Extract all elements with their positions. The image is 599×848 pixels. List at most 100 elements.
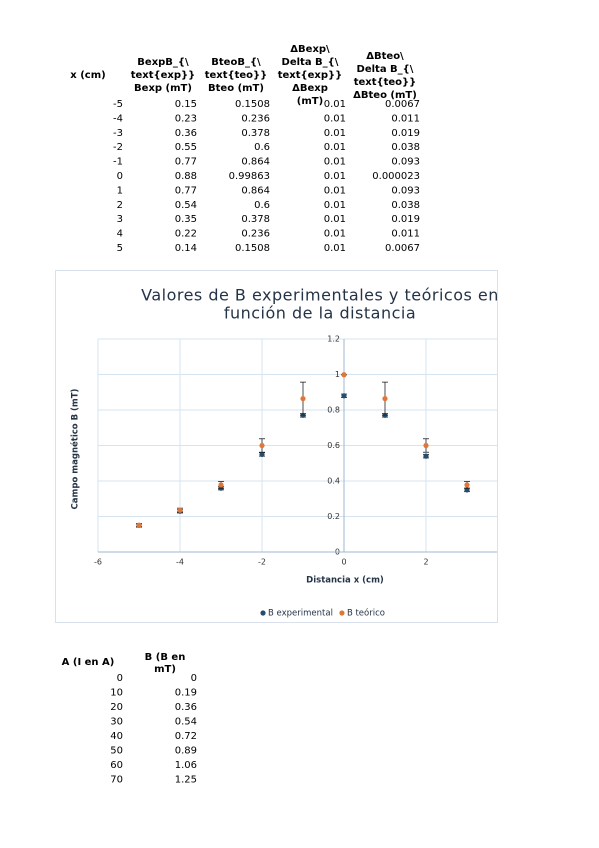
cell: 0.019 — [391, 128, 420, 139]
cell: 0.011 — [391, 113, 420, 124]
point — [505, 510, 510, 515]
cell: 1.25 — [175, 775, 197, 786]
cell: 1 — [117, 185, 123, 196]
cell: 0.011 — [391, 229, 420, 240]
header-text: B (B en — [145, 652, 186, 663]
cell: 0.01 — [324, 128, 346, 139]
x-tick-label: 0 — [341, 558, 346, 567]
cell: 0.038 — [391, 142, 420, 153]
y-tick-label: 1.2 — [327, 335, 340, 344]
cell: 0.01 — [324, 113, 346, 124]
cell: 0.36 — [175, 702, 197, 713]
cell: 0.236 — [241, 113, 270, 124]
cell: 60 — [110, 760, 123, 771]
cell: 0 — [117, 673, 123, 684]
cell: 0.54 — [175, 717, 197, 728]
cell: 0.01 — [324, 142, 346, 153]
x-tick-label: 2 — [423, 558, 428, 567]
cell: 0.35 — [175, 214, 197, 225]
point — [259, 442, 265, 449]
header-text: BexpB_{\ — [137, 57, 189, 68]
cell: 0.0067 — [385, 243, 420, 254]
cell: 4 — [117, 229, 123, 240]
chart-frame — [55, 270, 498, 623]
point — [546, 523, 551, 528]
header-text: A (I en A) — [62, 657, 115, 668]
cell: 0.0067 — [385, 99, 420, 110]
cell: -5 — [113, 99, 123, 110]
cell: 0.19 — [175, 688, 197, 699]
cell: 0.77 — [175, 157, 197, 168]
point — [218, 482, 224, 488]
cell: 3 — [117, 214, 123, 225]
point — [546, 525, 551, 530]
error-bar — [505, 511, 511, 515]
cell: 0.89 — [175, 746, 197, 757]
cell: 40 — [110, 731, 123, 742]
chart: Valores de B experimentales y teóricos e… — [70, 286, 592, 619]
cell: 0.22 — [175, 229, 197, 240]
cell: 1.06 — [175, 760, 197, 771]
cell: 0.019 — [391, 214, 420, 225]
y-tick-label: 0.2 — [327, 512, 340, 521]
point — [177, 507, 183, 513]
cell: 0.23 — [175, 113, 197, 124]
cell: 0.01 — [324, 200, 346, 211]
cell: 0.01 — [324, 243, 346, 254]
header-text: BteoB_{\ — [211, 57, 261, 68]
cell: 50 — [110, 746, 123, 757]
cell: 0.378 — [241, 214, 270, 225]
x-axis-title: Distancia x (cm) — [306, 576, 384, 586]
header-text: (mT) — [297, 96, 323, 107]
error-bar — [546, 525, 552, 529]
header-text: text{teo}} — [205, 70, 268, 81]
y-axis-title: Campo magnético B (mT) — [70, 388, 81, 509]
legend-label: B experimental — [268, 609, 333, 619]
chart-title: función de la distancia — [224, 304, 416, 323]
cell: 0.88 — [175, 171, 197, 182]
cell: 0.1508 — [235, 243, 270, 254]
y-tick-label: 1 — [335, 370, 340, 379]
cell: 0.6 — [254, 142, 270, 153]
point — [382, 396, 388, 402]
cell: -2 — [113, 142, 123, 153]
cell: 70 — [110, 775, 123, 786]
cell: 0.038 — [391, 200, 420, 211]
header-text: Delta B_{\ — [282, 57, 339, 68]
cell: -3 — [113, 128, 123, 139]
cell: 0.01 — [324, 214, 346, 225]
x-tick-label: 6 — [587, 558, 592, 567]
point — [259, 451, 265, 457]
header-text: Bteo (mT) — [208, 83, 264, 94]
cell: 0.01 — [324, 229, 346, 240]
y-tick-label: 0.4 — [327, 477, 340, 486]
cell: 0.093 — [391, 185, 420, 196]
header-text: mT) — [154, 664, 176, 675]
cell: 0.01 — [324, 185, 346, 196]
cell: 0.77 — [175, 185, 197, 196]
cell: 0.6 — [254, 200, 270, 211]
header-text: ΔBexp\ — [290, 44, 330, 55]
cell: 0.378 — [241, 128, 270, 139]
cell: 0.01 — [324, 99, 346, 110]
cell: 10 — [110, 688, 123, 699]
cell: 0.864 — [241, 157, 270, 168]
cell: 0.55 — [175, 142, 197, 153]
cell: 0.01 — [324, 171, 346, 182]
point — [423, 453, 429, 459]
cell: 5 — [117, 243, 123, 254]
point — [341, 393, 347, 399]
y-tick-label: 0.8 — [327, 406, 340, 415]
cell: 30 — [110, 717, 123, 728]
point — [464, 482, 470, 488]
cell: 0.864 — [241, 185, 270, 196]
point — [136, 522, 142, 528]
cell: 0.01 — [324, 157, 346, 168]
legend-marker — [339, 610, 345, 616]
cell: 0.72 — [175, 731, 197, 742]
point — [300, 396, 306, 402]
header-text: ΔBexp — [292, 83, 328, 94]
point — [423, 442, 429, 449]
chart-title: Valores de B experimentales y teóricos e… — [141, 286, 499, 305]
